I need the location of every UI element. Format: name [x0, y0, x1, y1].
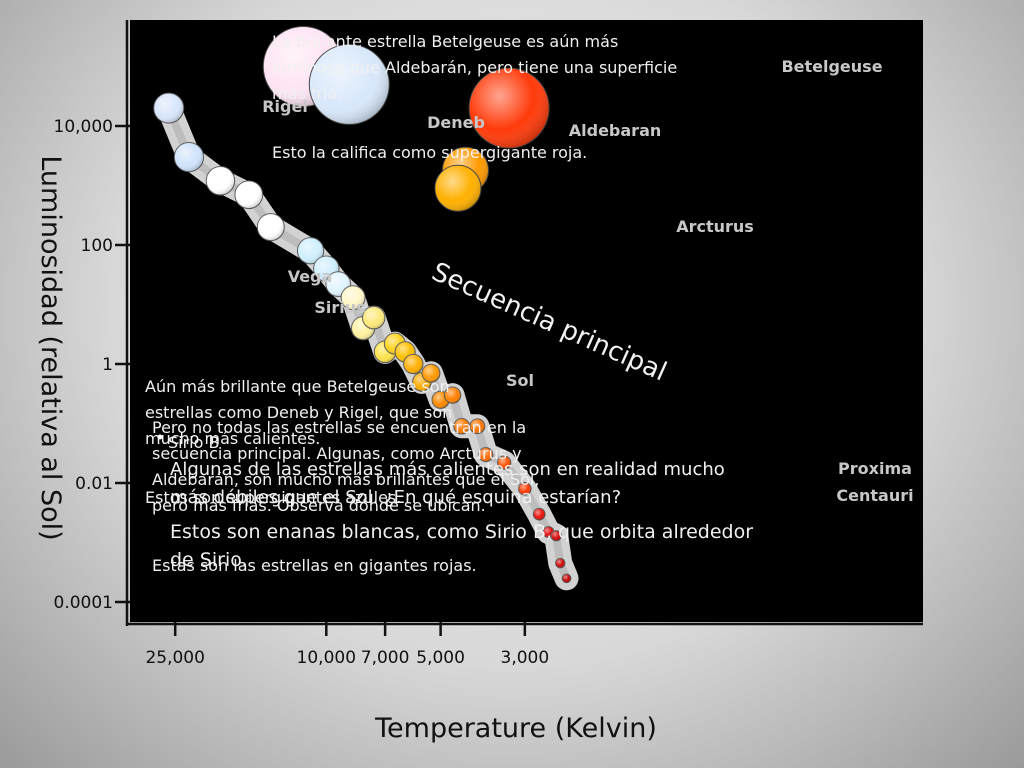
main-sequence-star	[153, 92, 185, 124]
star-arcturus	[434, 164, 482, 212]
main-sequence-star	[443, 386, 462, 404]
x-tick-label: 25,000	[145, 648, 204, 668]
main-sequence-star	[518, 482, 532, 496]
annotation-blue-supergiants: Estos son supergigantes azules.	[145, 488, 401, 507]
y-tick-label: 1	[102, 355, 113, 375]
main-sequence-star	[173, 141, 205, 173]
star-label: Rigel	[262, 97, 308, 116]
y-tick-label: 0.0001	[54, 593, 113, 613]
annotation-betelgeuse-line2: Esto la califica como supergigante roja.	[272, 143, 587, 162]
main-sequence-star	[478, 447, 494, 463]
main-sequence-star	[453, 417, 470, 435]
star-label: Deneb	[427, 113, 485, 132]
star-betelgeuse	[468, 67, 550, 149]
star-label: Vega	[288, 267, 333, 286]
main-sequence-star	[555, 557, 566, 569]
main-sequence-star	[550, 530, 562, 542]
star-label: Betelgeuse	[781, 57, 882, 76]
x-tick-label: 3,000	[501, 648, 550, 668]
star-label: Proxima Centauri	[836, 459, 913, 505]
y-ticks: 10,000 100 1 0.01 0.0001	[54, 117, 130, 613]
main-sequence-star	[532, 507, 546, 521]
y-tick-label: 10,000	[54, 117, 113, 137]
main-sequence-star	[403, 353, 424, 375]
star-deneb	[308, 43, 390, 125]
sirius-b-label: Sirio B	[168, 433, 219, 452]
main-sequence-star	[205, 166, 236, 196]
main-sequence-star	[469, 418, 486, 435]
named-stars: Betelgeuse Rigel Deneb Aldebaran Arcturus Veg…	[262, 26, 914, 505]
main-sequence-star	[497, 455, 512, 470]
main-sequence-star	[256, 213, 285, 242]
main-sequence-star	[561, 573, 572, 584]
x-ticks: 25,000 10,000 7,000 5,000 3,000	[145, 622, 549, 668]
star-label: Sol	[506, 371, 534, 390]
sirius-b-dot	[157, 434, 163, 440]
star-label: Sirius	[314, 298, 365, 317]
star-label: Arcturus	[676, 217, 754, 236]
main-sequence-star	[340, 285, 366, 311]
x-axis-title: Temperature (Kelvin)	[374, 713, 657, 744]
y-tick-label: 0.01	[75, 474, 113, 494]
x-tick-label: 7,000	[361, 648, 410, 668]
annotation-not-main-sequence: Pero no todas las estrellas se encuentra…	[152, 418, 539, 515]
y-tick-label: 100	[81, 236, 113, 256]
annotation-white-dwarfs: Estos son enanas blancas, como Sirio B, …	[170, 521, 753, 571]
main-sequence-star	[234, 180, 264, 210]
main-sequence-star	[296, 237, 325, 265]
x-tick-label: 5,000	[416, 648, 465, 668]
annotation-betelgeuse-line1: La brillante estrella Betelgeuse es aún …	[272, 32, 677, 103]
star-label: Aldebaran	[569, 121, 662, 140]
x-tick-label: 10,000	[297, 648, 356, 668]
main-sequence-star	[421, 363, 441, 383]
main-sequence-stars	[153, 92, 572, 584]
annotation-red-giants: Estas son las estrellas en gigantes roja…	[152, 556, 477, 575]
annotation-supergiants: Aún más brillante que Betelgeuse son estr…	[145, 377, 452, 448]
y-axis-title: Luminosidad (relativa al Sol)	[35, 155, 66, 540]
annotation-hottest-faint: Algunas de las estrellas más calientes s…	[170, 459, 725, 508]
main-sequence-star	[362, 306, 386, 330]
